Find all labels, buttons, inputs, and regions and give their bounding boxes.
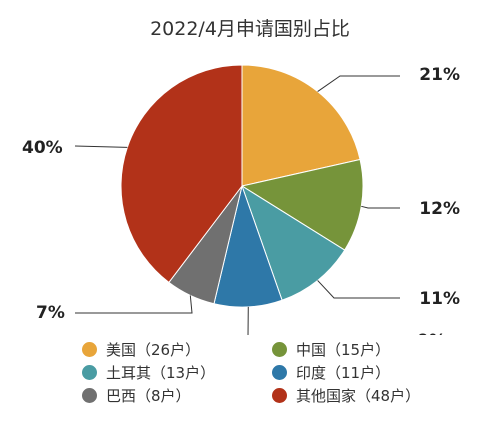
legend-label: 印度（11户）	[296, 364, 391, 382]
pie-slice	[241, 184, 346, 301]
percent-label: 21%	[419, 65, 460, 85]
percent-label: 12%	[419, 199, 460, 219]
legend-label: 其他国家（48户）	[296, 387, 421, 405]
legend-item: 中国（15户）	[272, 339, 462, 360]
chart-title: 2022/4月申请国别占比	[150, 18, 350, 40]
leader-line	[317, 280, 400, 299]
legend-label: 中国（15户）	[296, 341, 391, 359]
legend-item: 印度（11户）	[272, 362, 462, 383]
pie-slice	[241, 64, 361, 187]
legend-label: 巴西（8户）	[106, 387, 191, 405]
percent-label: 7%	[36, 303, 65, 323]
leader-line	[361, 205, 400, 209]
pie-slice	[120, 64, 243, 284]
legend-row: 美国（26户） 中国（15户）	[82, 338, 462, 361]
legend-swatch	[272, 365, 287, 380]
leader-line	[75, 295, 193, 314]
leader-line	[317, 75, 400, 92]
legend-row: 土耳其（13户） 印度（11户）	[82, 361, 462, 384]
percent-label: 11%	[419, 289, 460, 309]
legend: 美国（26户） 中国（15户） 土耳其（13户） 印度（11户） 巴西（8户） 其他国家（…	[82, 338, 462, 407]
pie-slice	[240, 158, 364, 251]
legend-label: 美国（26户）	[106, 341, 201, 359]
leader-line	[74, 145, 128, 148]
legend-label: 土耳其（13户）	[106, 364, 216, 382]
legend-item: 土耳其（13户）	[82, 362, 272, 383]
legend-item: 其他国家（48户）	[272, 385, 462, 406]
percent-labels: 21% 12% 11% 9% 7% 40%	[22, 65, 460, 335]
legend-item: 巴西（8户）	[82, 385, 272, 406]
percent-label: 9%	[417, 331, 446, 335]
leader-lines	[74, 75, 400, 335]
legend-swatch	[82, 388, 97, 403]
legend-swatch	[82, 342, 97, 357]
leader-line	[247, 306, 249, 335]
percent-label: 40%	[22, 138, 63, 158]
pie-slices	[120, 64, 364, 308]
legend-row: 巴西（8户） 其他国家（48户）	[82, 384, 462, 407]
pie-chart: 21% 12% 11% 9% 7% 40%	[22, 64, 460, 335]
legend-swatch	[82, 365, 97, 380]
legend-swatch	[272, 342, 287, 357]
legend-item: 美国（26户）	[82, 339, 272, 360]
legend-swatch	[272, 388, 287, 403]
